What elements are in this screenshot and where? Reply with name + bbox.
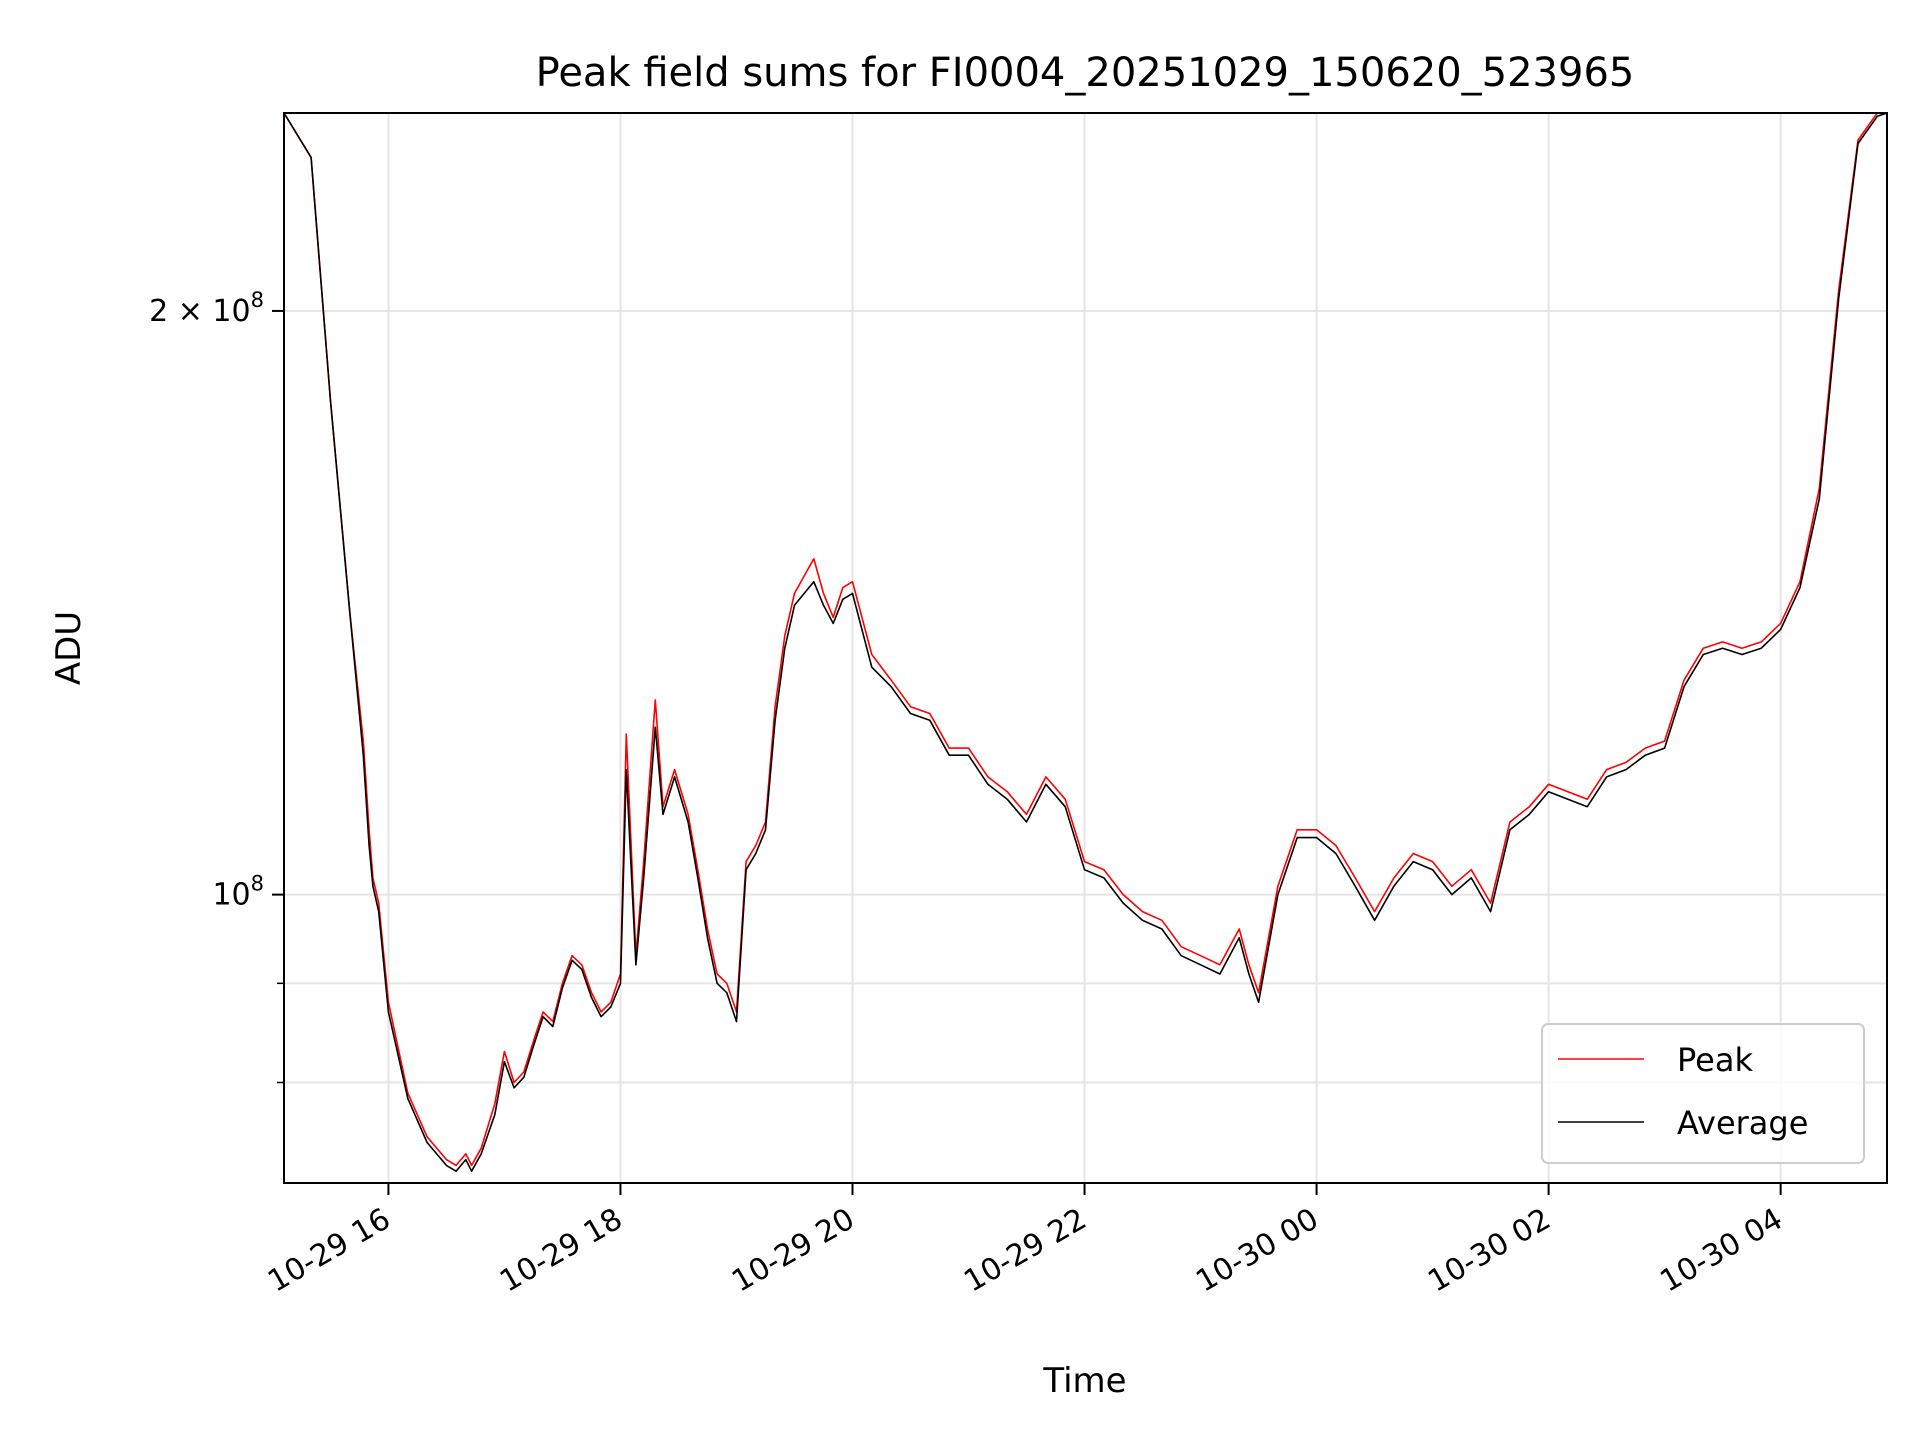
series-line-peak xyxy=(284,113,1887,1167)
y-axis-label: ADU xyxy=(49,611,89,685)
y-tick-label-base: 10 xyxy=(212,878,250,913)
y-tick-label: 2 × 108 xyxy=(149,288,264,329)
series-lines xyxy=(284,113,1887,1172)
y-tick-label-base: 2 × 10 xyxy=(149,294,250,329)
y-tick-label-exponent: 8 xyxy=(251,872,264,896)
legend: Peak Average xyxy=(1541,1023,1865,1164)
chart-title: Peak field sums for FI0004_20251029_1506… xyxy=(536,50,1635,96)
y-tick-label: 108 xyxy=(212,872,264,913)
legend-label-average: Average xyxy=(1677,1104,1808,1142)
y-tick-label-exponent: 8 xyxy=(251,288,264,312)
x-axis-label: Time xyxy=(1042,1361,1126,1401)
series-line-average xyxy=(284,113,1887,1172)
grid-lines xyxy=(284,113,1887,1183)
legend-label-peak: Peak xyxy=(1677,1041,1753,1079)
